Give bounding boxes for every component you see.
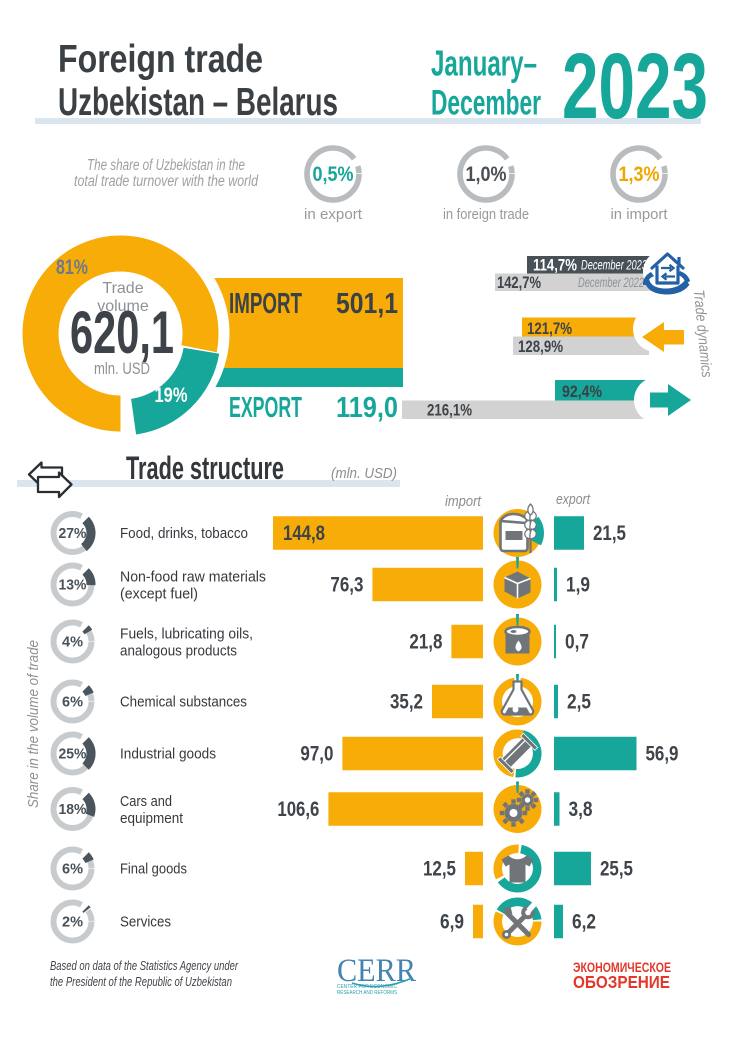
- svg-text:December 2023: December 2023: [581, 258, 647, 273]
- svg-text:December: December: [431, 84, 541, 123]
- svg-text:12,5: 12,5: [423, 857, 456, 881]
- svg-text:ЭКОНОМИЧЕСКОЕ: ЭКОНОМИЧЕСКОЕ: [573, 959, 671, 975]
- svg-text:Chemical substances: Chemical substances: [120, 694, 247, 711]
- svg-text:Trade dynamics: Trade dynamics: [690, 289, 715, 379]
- svg-text:2%: 2%: [62, 914, 83, 931]
- svg-text:EXPORT: EXPORT: [229, 392, 302, 424]
- svg-text:the President of the Republic: the President of the Republic of Uzbekis…: [50, 975, 232, 989]
- svg-text:ОБОЗРЕНИЕ: ОБОЗРЕНИЕ: [573, 972, 670, 992]
- svg-text:2023: 2023: [562, 34, 708, 138]
- svg-text:import: import: [445, 493, 482, 510]
- svg-text:Share in the volume of trade: Share in the volume of trade: [25, 640, 42, 808]
- svg-text:18%: 18%: [59, 801, 87, 818]
- svg-text:620,1: 620,1: [70, 299, 174, 366]
- svg-text:in import: in import: [611, 206, 669, 223]
- svg-text:128,9%: 128,9%: [518, 337, 563, 356]
- svg-text:144,8: 144,8: [283, 521, 325, 545]
- svg-text:25%: 25%: [59, 746, 87, 763]
- svg-text:6,2: 6,2: [572, 910, 596, 934]
- svg-text:6,9: 6,9: [440, 910, 464, 934]
- svg-text:56,9: 56,9: [646, 742, 679, 766]
- svg-text:(mln. USD): (mln. USD): [331, 465, 397, 482]
- svg-text:Non-food raw materials: Non-food raw materials: [120, 569, 266, 586]
- svg-text:1,3%: 1,3%: [619, 163, 660, 186]
- svg-text:25,5: 25,5: [600, 857, 633, 881]
- svg-text:121,7%: 121,7%: [527, 319, 572, 338]
- svg-text:4%: 4%: [62, 634, 83, 651]
- svg-text:92,4%: 92,4%: [562, 382, 602, 401]
- svg-text:1,9: 1,9: [566, 573, 590, 597]
- svg-text:6%: 6%: [62, 861, 83, 878]
- svg-text:35,2: 35,2: [390, 690, 423, 714]
- svg-text:Based on data of the Statistic: Based on data of the Statistics Agency u…: [50, 959, 239, 973]
- svg-text:6%: 6%: [62, 694, 83, 711]
- svg-text:analogous products: analogous products: [120, 643, 237, 660]
- svg-text:0,5%: 0,5%: [313, 163, 354, 186]
- svg-text:Trade structure: Trade structure: [126, 450, 284, 486]
- svg-text:CENTER FOR ECONOMIC: CENTER FOR ECONOMIC: [337, 984, 397, 990]
- svg-text:97,0: 97,0: [300, 742, 333, 766]
- svg-text:The share of Uzbekistan in the: The share of Uzbekistan in the: [87, 157, 245, 174]
- svg-text:Cars and: Cars and: [120, 793, 172, 810]
- svg-text:Food, drinks, tobacco: Food, drinks, tobacco: [120, 525, 248, 542]
- svg-text:106,6: 106,6: [277, 797, 319, 821]
- svg-text:81%: 81%: [56, 256, 88, 279]
- svg-text:119,0: 119,0: [336, 392, 398, 424]
- svg-text:13%: 13%: [59, 577, 87, 594]
- svg-text:IMPORT: IMPORT: [229, 288, 302, 320]
- svg-text:Fuels, lubricating oils,: Fuels, lubricating oils,: [120, 626, 253, 643]
- svg-text:142,7%: 142,7%: [497, 273, 541, 292]
- svg-text:total trade turnover with the: total trade turnover with the world: [74, 173, 259, 190]
- svg-text:(except fuel): (except fuel): [120, 586, 198, 603]
- svg-text:equipment: equipment: [120, 810, 184, 827]
- svg-text:2,5: 2,5: [567, 690, 591, 714]
- svg-text:501,1: 501,1: [336, 288, 398, 320]
- svg-text:76,3: 76,3: [330, 573, 363, 597]
- svg-text:January–: January–: [431, 43, 537, 84]
- svg-text:216,1%: 216,1%: [427, 401, 472, 420]
- svg-text:0,7: 0,7: [565, 630, 589, 654]
- svg-text:volume: volume: [97, 298, 149, 315]
- svg-text:CERR: CERR: [337, 953, 416, 989]
- svg-text:Industrial goods: Industrial goods: [120, 746, 216, 763]
- svg-text:Foreign trade: Foreign trade: [58, 38, 263, 81]
- svg-text:Services: Services: [120, 914, 171, 931]
- svg-text:114,7%: 114,7%: [533, 256, 577, 275]
- svg-text:RESEARCH AND REFORMS: RESEARCH AND REFORMS: [337, 990, 398, 996]
- svg-text:27%: 27%: [59, 525, 87, 542]
- svg-text:Uzbekistan – Belarus: Uzbekistan – Belarus: [58, 81, 338, 124]
- svg-text:export: export: [556, 491, 591, 508]
- svg-text:Final goods: Final goods: [120, 861, 187, 878]
- svg-text:mln. USD: mln. USD: [94, 359, 150, 378]
- svg-text:December 2022: December 2022: [578, 275, 644, 290]
- svg-text:21,8: 21,8: [409, 630, 442, 654]
- svg-text:21,5: 21,5: [593, 521, 626, 545]
- svg-text:in foreign trade: in foreign trade: [443, 206, 529, 223]
- svg-text:Trade: Trade: [102, 280, 143, 297]
- svg-text:19%: 19%: [155, 384, 188, 407]
- svg-text:in export: in export: [304, 206, 363, 223]
- svg-text:3,8: 3,8: [569, 797, 593, 821]
- svg-text:1,0%: 1,0%: [466, 163, 507, 186]
